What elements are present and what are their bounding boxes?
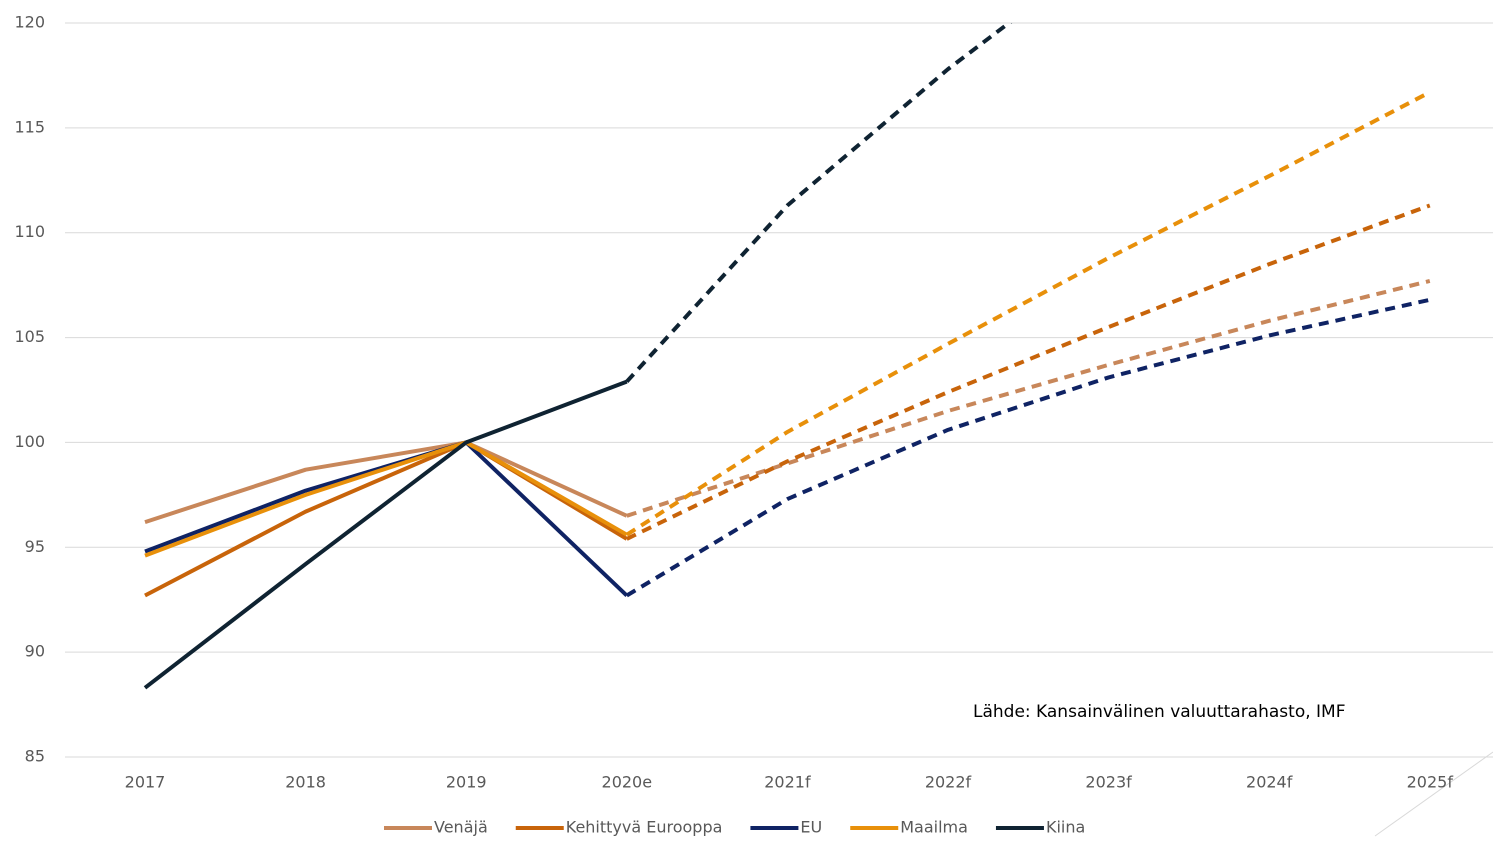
series-line [625,203,1431,541]
plot-area [143,23,1431,690]
series-line [626,279,1431,518]
x-tick-label: 2025f [1407,773,1454,792]
x-tick-label: 2022f [925,773,972,792]
legend-label: Maailma [900,818,968,837]
series-line [625,23,1013,383]
legend-label: EU [800,818,822,837]
series-line [144,440,628,558]
legend-label: Kiina [1046,818,1085,837]
y-tick-label: 100 [14,432,45,451]
y-tick-label: 115 [14,117,45,136]
y-tick-label: 120 [14,13,45,32]
x-tick-label: 2019 [446,773,487,792]
series-line [143,379,628,690]
corner-decoration [1374,751,1493,837]
x-tick-label: 2017 [125,773,166,792]
x-tick-label: 2023f [1085,773,1132,792]
legend-label: Kehittyvä Eurooppa [566,818,723,837]
legend-label: Venäjä [434,818,488,837]
x-tick-label: 2024f [1246,773,1293,792]
series-line [144,440,628,525]
y-tick-label: 105 [14,327,45,346]
x-tick-label: 2020e [602,773,653,792]
y-tick-label: 95 [25,537,45,556]
series-line [144,440,629,597]
series-line [625,90,1431,537]
y-tick-label: 90 [25,642,45,661]
y-tick-label: 85 [25,747,45,766]
x-tick-label: 2018 [285,773,326,792]
y-tick-label: 110 [14,222,45,241]
x-tick-label: 2021f [764,773,811,792]
annotation: Lähde: Kansainvälinen valuuttarahasto, I… [973,702,1345,722]
series-line [625,297,1431,598]
